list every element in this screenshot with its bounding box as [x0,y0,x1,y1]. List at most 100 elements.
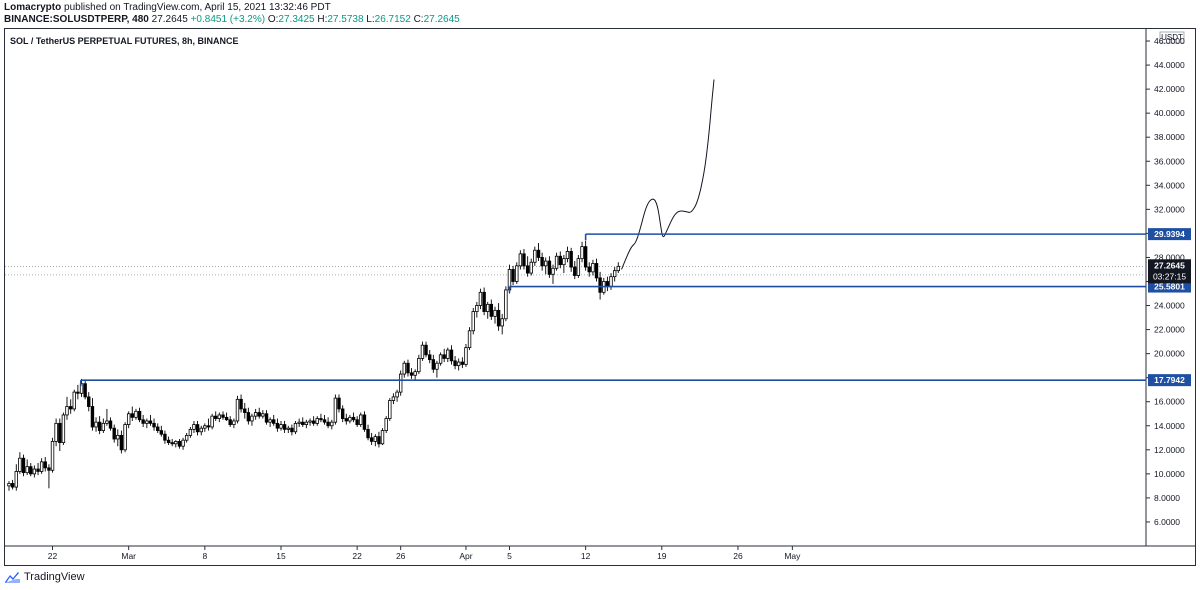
author-name[interactable]: Lomacrypto [4,2,62,13]
candle-body [322,419,327,423]
candle [293,420,298,435]
low-label: L: [366,14,375,25]
candle [398,370,403,396]
candle [359,412,363,427]
candle [554,252,559,271]
chart-frame[interactable] [4,28,1196,566]
candle [239,394,243,413]
candle [68,399,73,414]
candle [446,347,450,363]
candle [297,418,301,427]
candle [7,481,11,491]
tradingview-brand[interactable]: TradingView [4,571,85,583]
candle-body [214,415,218,419]
candle [319,413,323,423]
currency-box [1159,31,1185,44]
close-label: C: [413,14,424,25]
candle [315,416,319,426]
y-tick-label: 14.0000 [1154,421,1185,431]
candle [94,417,98,432]
price-change: +0.8451 (+3.2%) [190,14,266,25]
candle [188,426,193,438]
candle-body [268,419,272,423]
candle [413,369,417,381]
candle [217,412,222,423]
candle [235,395,240,424]
candle-body [576,258,581,276]
x-tick-label: Mar [121,551,136,561]
candle [58,418,62,452]
candle [14,464,18,491]
candle-body [348,416,352,422]
currency-label: USDT [1161,33,1183,42]
candle-body [478,291,483,306]
y-tick-label: 46.0000 [1154,36,1185,46]
candle-body [565,251,570,260]
y-tick-label: 28.0000 [1154,252,1185,262]
candle-body [456,361,461,367]
candle-body [177,440,182,447]
candle-body [61,414,66,443]
candle-body [369,437,374,442]
y-tick-label: 38.0000 [1154,132,1185,142]
candle [43,457,47,472]
candle [594,258,599,282]
candle-body [540,257,544,267]
candle [264,410,269,425]
candle-body [39,461,44,472]
candle-body [170,442,174,445]
candle-body [460,361,465,365]
candle [337,394,341,413]
x-tick-label: 19 [657,551,667,561]
candle-body [616,265,620,272]
candle [90,398,95,431]
candle [438,352,443,366]
candle-body [395,391,399,398]
candle [573,261,577,280]
candle [221,411,225,420]
candle-body [123,424,127,451]
bar-countdown-label: 03:27:15 [1153,271,1186,281]
y-tick-label: 6.0000 [1154,517,1180,527]
candle [475,301,479,318]
candle-body [609,276,613,287]
x-tick-label: 8 [202,551,207,561]
low-value: 26.7152 [374,14,411,25]
y-tick-label: 10.0000 [1154,469,1185,479]
candle [232,418,236,429]
candle [192,420,196,433]
candle [199,425,203,436]
candle-body [94,421,98,428]
candle [442,348,446,363]
y-tick-label: 24.0000 [1154,301,1185,311]
candle-body [297,421,301,424]
candle-body [402,362,406,375]
candle [435,360,439,378]
candle-body [206,425,211,428]
y-tick-label: 16.0000 [1154,397,1185,407]
candle [286,425,290,433]
candle-body [65,406,69,416]
y-tick-label: 40.0000 [1154,108,1185,118]
y-tick-label: 8.0000 [1154,493,1180,503]
level-label: 25.5801 [1154,282,1185,292]
price-chart[interactable]: USDT 6.0000 8.0000 10.0000 12.0000 14.0000 16.… [0,0,1200,566]
candle-body [217,414,222,419]
candle [529,258,533,276]
candle [228,416,232,427]
candle [261,410,265,419]
candle-body [261,413,265,417]
candle [547,256,552,278]
candle [308,418,312,426]
candle [464,344,468,367]
candle-body [558,255,562,266]
candle [279,420,283,431]
candle [87,392,91,412]
candle [525,256,530,277]
candle [533,246,537,266]
candle [471,307,475,335]
candle [83,380,87,400]
candle-body [406,362,410,374]
candle-body [504,289,508,320]
candle-body [515,265,519,282]
